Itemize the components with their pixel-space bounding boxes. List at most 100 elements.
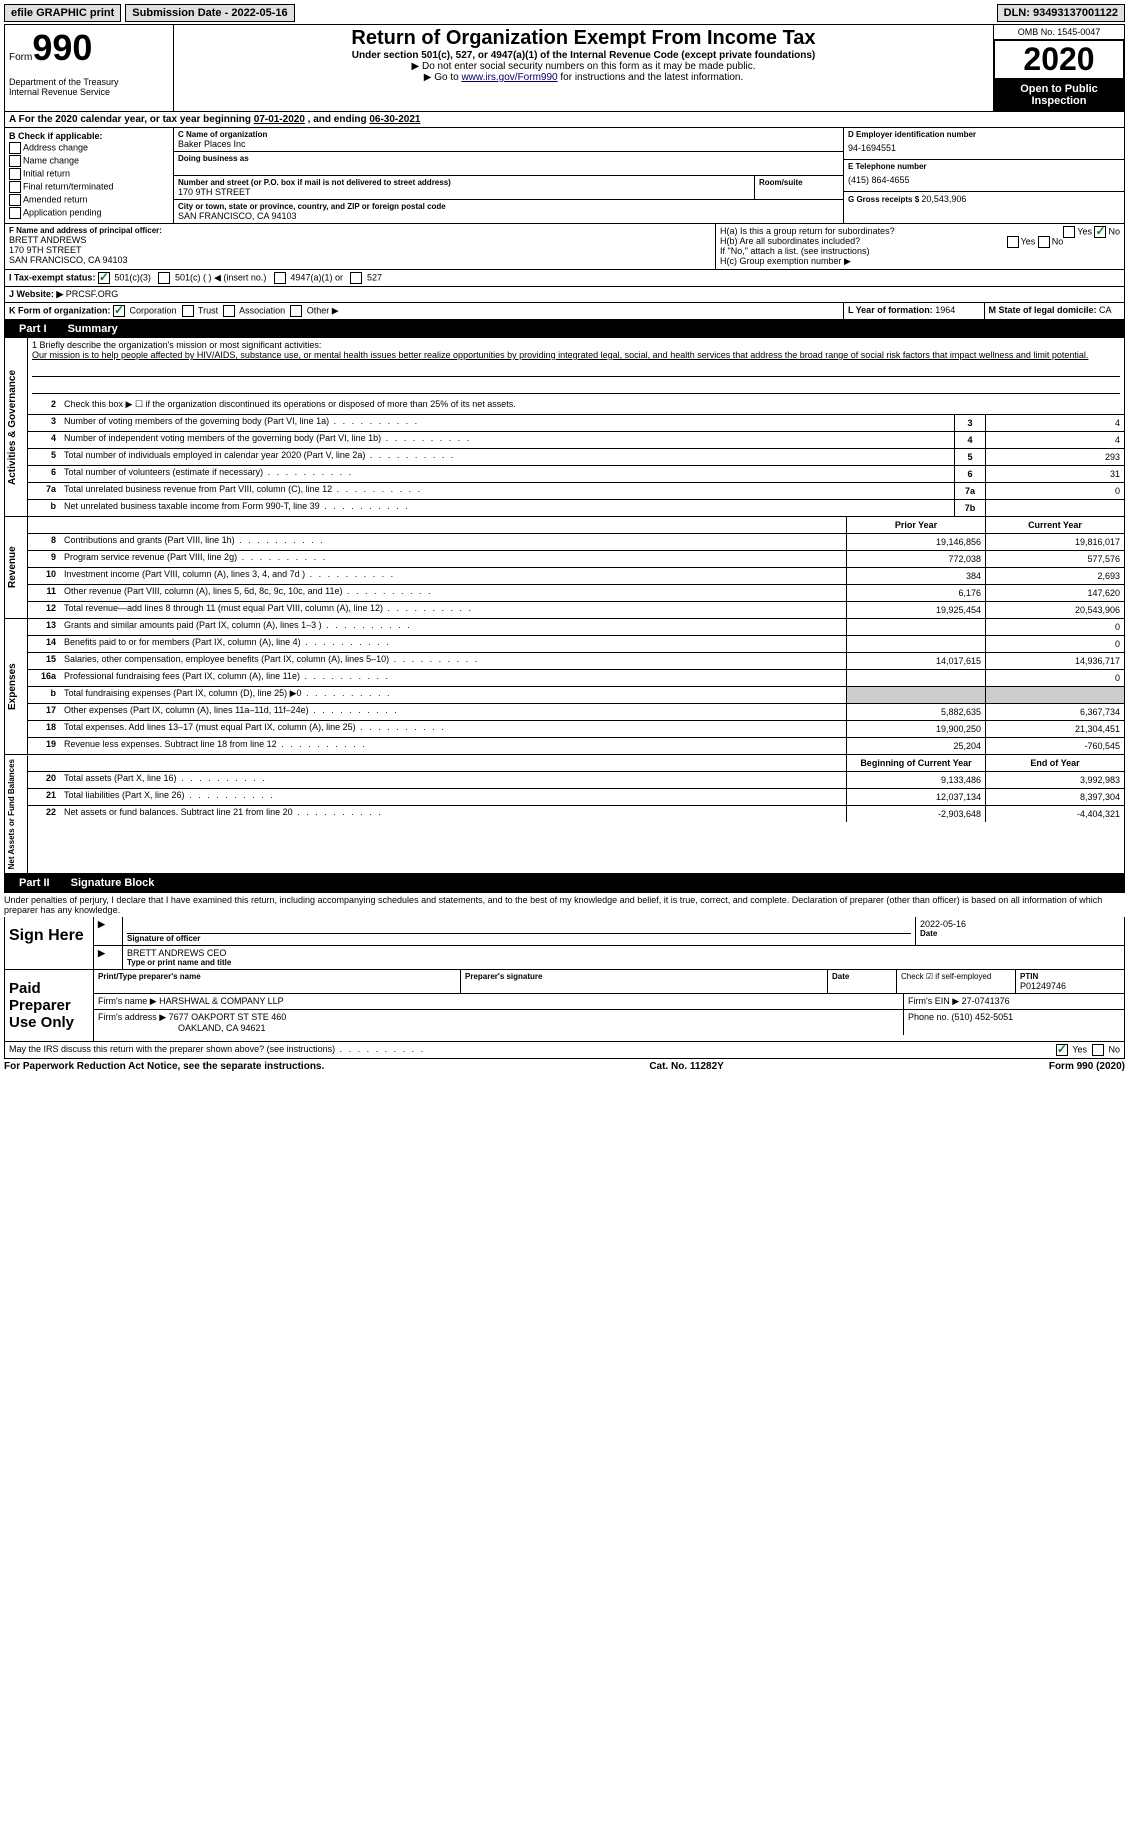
checkbox-trust[interactable] xyxy=(182,305,194,317)
type-name-label: Type or print name and title xyxy=(127,958,1120,967)
firm-ein: 27-0741376 xyxy=(962,996,1010,1006)
discuss-no-label: No xyxy=(1108,1045,1120,1055)
officer-name-title: BRETT ANDREWS CEO xyxy=(127,948,1120,958)
label-final-return: Final return/terminated xyxy=(23,181,114,191)
row-i: I Tax-exempt status: 501(c)(3) 501(c) ( … xyxy=(4,270,1125,287)
checkbox-name-change[interactable] xyxy=(9,155,21,167)
website-value: PRCSF.ORG xyxy=(66,289,119,299)
line-text: Other revenue (Part VIII, column (A), li… xyxy=(60,585,846,601)
line-num: 6 xyxy=(28,466,60,482)
prior-year-value xyxy=(846,636,985,652)
omb-box: OMB No. 1545-0047 2020 Open to Public In… xyxy=(993,25,1124,111)
line-num: 4 xyxy=(28,432,60,448)
label-application-pending: Application pending xyxy=(23,207,102,217)
line-12: 12 Total revenue—add lines 8 through 11 … xyxy=(28,602,1124,618)
discuss-yes[interactable] xyxy=(1056,1044,1068,1056)
current-year-value: 147,620 xyxy=(985,585,1124,601)
title-box: Return of Organization Exempt From Incom… xyxy=(174,25,993,111)
gross-label: G Gross receipts $ xyxy=(848,195,921,204)
line-num: 11 xyxy=(28,585,60,601)
line-3: 3 Number of voting members of the govern… xyxy=(28,415,1124,432)
line-text: Total number of volunteers (estimate if … xyxy=(60,466,954,482)
mission-block: 1 Briefly describe the organization's mi… xyxy=(28,338,1124,398)
block-d-ein: D Employer identification number 94-1694… xyxy=(843,128,1124,223)
label-name-change: Name change xyxy=(23,155,79,165)
officer-addr1: 170 9TH STREET xyxy=(9,245,711,255)
line-4: 4 Number of independent voting members o… xyxy=(28,432,1124,449)
org-address: 170 9TH STREET xyxy=(178,187,750,197)
line-num: 8 xyxy=(28,534,60,550)
checkbox-application-pending[interactable] xyxy=(9,207,21,219)
form-number: 990 xyxy=(32,27,92,68)
firm-phone-label: Phone no. xyxy=(908,1012,952,1022)
discuss-no[interactable] xyxy=(1092,1044,1104,1056)
line-b: b Net unrelated business taxable income … xyxy=(28,500,1124,516)
submission-label: Submission Date - xyxy=(132,7,231,19)
ha-no[interactable] xyxy=(1094,226,1106,238)
line-num: 18 xyxy=(28,721,60,737)
line-9: 9 Program service revenue (Part VIII, li… xyxy=(28,551,1124,568)
line-num: 10 xyxy=(28,568,60,584)
ha-yes-label: Yes xyxy=(1077,226,1092,236)
line-num: 21 xyxy=(28,789,60,805)
perjury-text: Under penalties of perjury, I declare th… xyxy=(4,892,1125,917)
line-text: Grants and similar amounts paid (Part IX… xyxy=(60,619,846,635)
block-c-org-info: C Name of organization Baker Places Inc … xyxy=(174,128,843,223)
tel-value: (415) 864-4655 xyxy=(848,171,1120,189)
checkbox-association[interactable] xyxy=(223,305,235,317)
line-8: 8 Contributions and grants (Part VIII, l… xyxy=(28,534,1124,551)
line-text: Program service revenue (Part VIII, line… xyxy=(60,551,846,567)
line-11: 11 Other revenue (Part VIII, column (A),… xyxy=(28,585,1124,602)
year-formation: 1964 xyxy=(935,305,955,315)
revenue-body: Revenue Prior Year Current Year 8 Contri… xyxy=(4,517,1125,619)
checkbox-527[interactable] xyxy=(350,272,362,284)
tel-label: E Telephone number xyxy=(848,162,1120,171)
line-text: Total fundraising expenses (Part IX, col… xyxy=(60,687,846,703)
line-num: 16a xyxy=(28,670,60,686)
note2-pre: ▶ Go to xyxy=(424,72,462,83)
prep-sig-label: Preparer's signature xyxy=(465,972,823,981)
part-2-title: Signature Block xyxy=(71,877,155,889)
part-1-label: Part I xyxy=(11,323,55,335)
open-to-public: Open to Public Inspection xyxy=(994,79,1124,111)
firm-addr-label: Firm's address ▶ xyxy=(98,1012,169,1022)
checkbox-501c3[interactable] xyxy=(98,272,110,284)
row-klm: K Form of organization: Corporation Trus… xyxy=(4,303,1125,320)
domicile-label: M State of legal domicile: xyxy=(989,305,1100,315)
prior-year-value: 6,176 xyxy=(846,585,985,601)
line-box: 4 xyxy=(954,432,985,448)
hb-yes[interactable] xyxy=(1007,236,1019,248)
prior-year-value: 25,204 xyxy=(846,738,985,754)
block-b-label: B Check if applicable: xyxy=(9,131,169,141)
ptin-value: P01249746 xyxy=(1020,981,1120,991)
checkbox-501c[interactable] xyxy=(158,272,170,284)
block-b-checkboxes: B Check if applicable: Address change Na… xyxy=(5,128,174,223)
line-text: Total expenses. Add lines 13–17 (must eq… xyxy=(60,721,846,737)
checkbox-initial-return[interactable] xyxy=(9,168,21,180)
prior-year-value: 384 xyxy=(846,568,985,584)
checkbox-final-return[interactable] xyxy=(9,181,21,193)
prior-year-value: 9,133,486 xyxy=(846,772,985,788)
ha-yes[interactable] xyxy=(1063,226,1075,238)
checkbox-address-change[interactable] xyxy=(9,142,21,154)
line-5: 5 Total number of individuals employed i… xyxy=(28,449,1124,466)
line-num: 7a xyxy=(28,483,60,499)
checkbox-amended-return[interactable] xyxy=(9,194,21,206)
efile-print-button[interactable]: efile GRAPHIC print xyxy=(4,4,121,22)
opt-501c3: 501(c)(3) xyxy=(114,272,151,282)
line-7a: 7a Total unrelated business revenue from… xyxy=(28,483,1124,500)
line-value: 31 xyxy=(985,466,1124,482)
tax-year: 2020 xyxy=(994,40,1124,79)
checkbox-other[interactable] xyxy=(290,305,302,317)
checkbox-4947[interactable] xyxy=(274,272,286,284)
line-2-num: 2 xyxy=(28,398,60,414)
instructions-link[interactable]: www.irs.gov/Form990 xyxy=(461,72,557,83)
current-year-value: 3,992,983 xyxy=(985,772,1124,788)
hb-no[interactable] xyxy=(1038,236,1050,248)
hb-label: H(b) Are all subordinates included? xyxy=(720,236,860,246)
current-year-value: 19,816,017 xyxy=(985,534,1124,550)
current-year-value: 577,576 xyxy=(985,551,1124,567)
opt-assoc: Association xyxy=(239,305,285,315)
checkbox-corporation[interactable] xyxy=(113,305,125,317)
sign-date: 2022-05-16 xyxy=(920,919,1120,929)
